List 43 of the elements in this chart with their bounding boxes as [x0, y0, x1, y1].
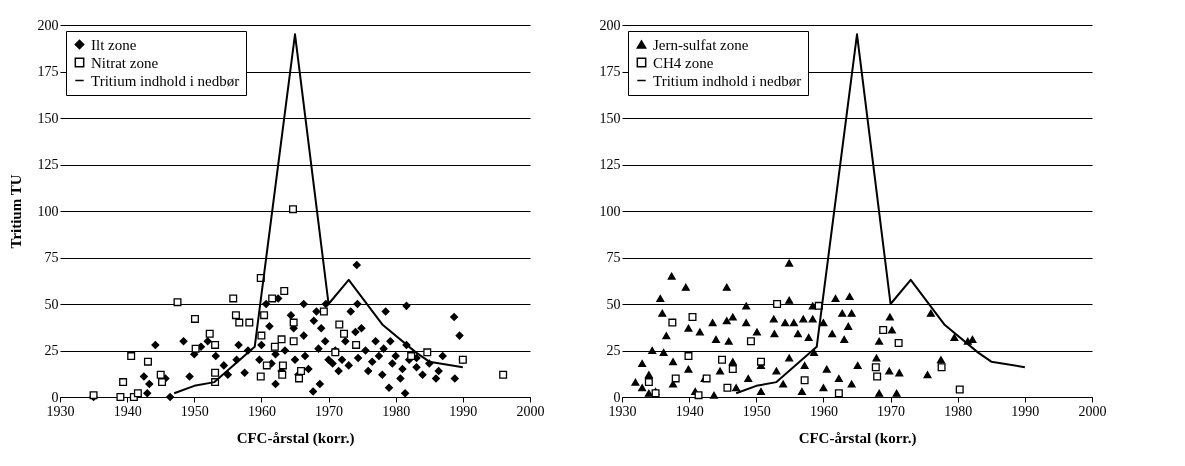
y-tick-label: 50 — [606, 296, 621, 312]
y-tick-label: 25 — [44, 343, 59, 358]
y-axis-title: Tritium TU — [7, 174, 24, 249]
x-tick-label: 1960 — [809, 403, 838, 419]
x-tick-label: 1940 — [113, 403, 142, 419]
y-tick-label: 125 — [37, 157, 59, 172]
legend-label: Tritium indhold i nedbør — [91, 72, 240, 89]
y-tick-label: 100 — [37, 203, 59, 219]
y-tick-label: 150 — [599, 110, 621, 126]
x-axis-title: CFC-årstal (korr.) — [236, 429, 355, 447]
x-tick-label: 1960 — [247, 403, 276, 419]
y-tick-label: 175 — [37, 64, 59, 79]
y-tick-label: 75 — [606, 250, 621, 265]
x-tick-label: 1930 — [608, 403, 637, 419]
legend-label: Nitrat zone — [91, 54, 159, 71]
y-tick-label: 200 — [599, 17, 621, 33]
y-tick-label: 0 — [613, 389, 621, 405]
y-tick-label: 200 — [37, 17, 59, 33]
x-tick-label: 1940 — [675, 403, 704, 419]
y-tick-label: 125 — [599, 157, 621, 172]
y-tick-label: 75 — [44, 250, 59, 265]
x-tick-label: 1930 — [46, 403, 75, 419]
y-tick-label: 150 — [37, 110, 59, 126]
x-tick-label: 1990 — [449, 403, 478, 419]
y-tick-label: 175 — [599, 64, 621, 79]
x-tick-label: 2000 — [1078, 403, 1107, 419]
y-tick-label: 100 — [599, 203, 621, 219]
x-tick-label: 1950 — [742, 403, 771, 419]
y-tick-label: 50 — [44, 296, 59, 312]
legend-label: Jern-sulfat zone — [653, 36, 749, 53]
x-tick-label: 1970 — [877, 403, 906, 419]
x-tick-label: 1980 — [944, 403, 973, 419]
legend-label: Tritium indhold i nedbør — [653, 72, 802, 89]
x-tick-label: 1970 — [315, 403, 344, 419]
x-tick-label: 1990 — [1011, 403, 1040, 419]
y-tick-label: 0 — [51, 389, 59, 405]
y-tick-label: 25 — [606, 343, 621, 358]
x-tick-label: 1980 — [382, 403, 411, 419]
x-axis-title: CFC-årstal (korr.) — [798, 429, 917, 447]
x-tick-label: 1950 — [180, 403, 209, 419]
legend-label: Ilt zone — [91, 36, 137, 53]
legend-label: CH4 zone — [653, 54, 714, 71]
x-tick-label: 2000 — [516, 403, 545, 419]
